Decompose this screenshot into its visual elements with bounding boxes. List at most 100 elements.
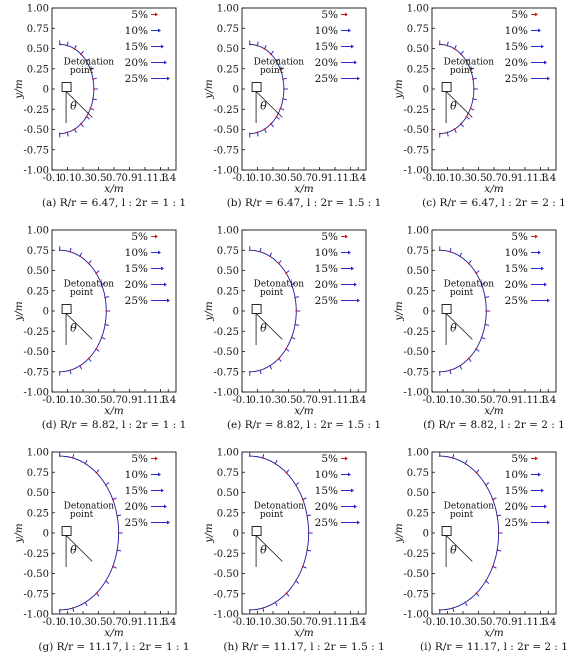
legend-arrowhead [351, 266, 354, 271]
panel-caption: (g) R/r = 11.17, l : 2r = 1 : 1 [38, 641, 189, 653]
x-tick-label: 1.4 [160, 395, 176, 406]
legend-label: 15% [315, 41, 338, 53]
velocity-arrow-tail [58, 132, 61, 135]
legend-label: 25% [315, 295, 338, 307]
legend-label: 10% [125, 469, 148, 481]
legend-arrowhead [348, 250, 351, 255]
velocity-arrow-tail [294, 580, 297, 582]
y-tick-label: 0 [233, 85, 239, 96]
x-axis-label: x/m [294, 627, 313, 639]
y-tick-label: 0.75 [217, 246, 239, 257]
velocity-arrow-tail [95, 272, 98, 275]
velocity-arrow-tail [71, 457, 74, 459]
y-tick-label: 0.75 [217, 468, 239, 479]
x-tick-label: 0.1 [440, 395, 456, 406]
y-axis-label: y/m [203, 523, 215, 543]
legend-label: 10% [315, 247, 338, 259]
y-tick-label: -0.50 [23, 125, 49, 136]
plot-frame [431, 229, 557, 393]
plot-frame [431, 451, 557, 615]
velocity-arrow-tail [80, 122, 82, 125]
detonation-label: Detonation [444, 502, 495, 512]
y-tick-label: -0.25 [23, 549, 49, 560]
panel-caption: (d) R/r = 8.82, l : 2r = 1 : 1 [42, 419, 187, 431]
panel-caption: (i) R/r = 11.17, l : 2r = 2 : 1 [420, 641, 568, 653]
x-tick-label: 0.5 [281, 173, 297, 184]
wave-front-curve [249, 249, 297, 373]
velocity-arrow-tail [95, 347, 98, 350]
y-tick-label: -0.25 [403, 549, 429, 560]
legend-arrowhead [354, 60, 357, 65]
velocity-arrow-tail [58, 455, 61, 457]
panel-c: -0.10.1 0.3 0.5 0.7 0.9 1.1 1.31.4 1.00 0.75 0.50… [393, 4, 566, 210]
velocity-arrow-tail [484, 323, 486, 326]
y-tick-label: 0.25 [407, 64, 429, 75]
velocity-arrow-tail [282, 88, 285, 90]
velocity-arrow-tail [475, 272, 478, 275]
legend-arrowhead [164, 504, 167, 509]
velocity-arrow-tail [306, 549, 309, 552]
theta-symbol: θ [260, 322, 267, 335]
x-tick-label: -0.1 [422, 617, 441, 628]
velocity-arrow-tail [58, 370, 61, 373]
velocity-arrow-tail [104, 323, 106, 326]
legend-arrowhead [541, 44, 544, 49]
legend-label: 5% [321, 9, 338, 21]
y-tick-label: -1.00 [23, 610, 49, 621]
theta-ray-line [65, 313, 93, 340]
theta-ray-line [255, 313, 283, 340]
y-tick-label: 0.50 [407, 266, 429, 277]
detonation-label: Detonation [64, 280, 115, 290]
velocity-arrow-tail [484, 580, 487, 582]
y-tick-label: 0.75 [407, 246, 429, 257]
velocity-arrow-tail [451, 457, 454, 459]
x-tick-label: 0.9 [122, 395, 138, 406]
velocity-arrow-tail [446, 131, 449, 134]
charge-box [61, 82, 72, 92]
legend-label: 20% [505, 501, 528, 513]
detonation-label-point: point [70, 288, 94, 298]
y-tick-label: 0.25 [27, 286, 49, 297]
x-tick-label: -0.1 [422, 173, 441, 184]
charge-box [251, 304, 262, 314]
legend-arrowhead [155, 456, 158, 461]
velocity-arrow-tail [497, 532, 500, 534]
x-tick-label: 0.5 [471, 617, 487, 628]
x-tick-label: 1.1 [327, 173, 343, 184]
charge-box [61, 526, 72, 536]
x-axis-label: x/m [484, 627, 503, 639]
y-tick-label: 1.00 [27, 226, 49, 237]
x-tick-label: 0.1 [60, 173, 76, 184]
velocity-arrow-tail [104, 296, 106, 299]
x-axis-label: x/m [294, 183, 313, 195]
velocity-arrow-tail [306, 514, 309, 517]
y-axis-label: y/m [393, 523, 405, 543]
x-tick-label: 0.3 [75, 617, 91, 628]
legend-arrowhead [348, 28, 351, 33]
legend-label: 20% [315, 57, 338, 69]
velocity-arrow-tail [460, 53, 462, 56]
detonation-label-point: point [450, 510, 474, 520]
legend-label: 20% [505, 57, 528, 69]
velocity-arrow-tail [301, 565, 304, 568]
velocity-arrow-tail [66, 44, 69, 47]
velocity-arrow-tail [465, 60, 468, 63]
charge-box [441, 304, 452, 314]
y-tick-label: -1.00 [23, 388, 49, 399]
detonation-label: Detonation [64, 58, 115, 68]
velocity-arrow-tail [295, 310, 298, 312]
x-tick-label: 0.5 [281, 617, 297, 628]
x-tick-label: 0.7 [486, 617, 502, 628]
panel-caption: (a) R/r = 6.47, l : 2r = 1 : 1 [42, 197, 186, 209]
x-tick-label: 0.5 [281, 395, 297, 406]
x-tick-label: 1.1 [137, 617, 153, 628]
legend-label: 10% [505, 25, 528, 37]
velocity-arrow-tail [95, 592, 98, 595]
y-tick-label: -0.75 [213, 589, 239, 600]
x-axis-label: x/m [484, 405, 503, 417]
legend-arrowhead [158, 28, 161, 33]
legend-label: 25% [315, 73, 338, 85]
panel-f: -0.10.1 0.3 0.5 0.7 0.9 1.1 1.31.4 1.00 0.75 0.50… [393, 226, 565, 432]
x-tick-label: 0.5 [471, 395, 487, 406]
legend-label: 5% [511, 9, 528, 21]
